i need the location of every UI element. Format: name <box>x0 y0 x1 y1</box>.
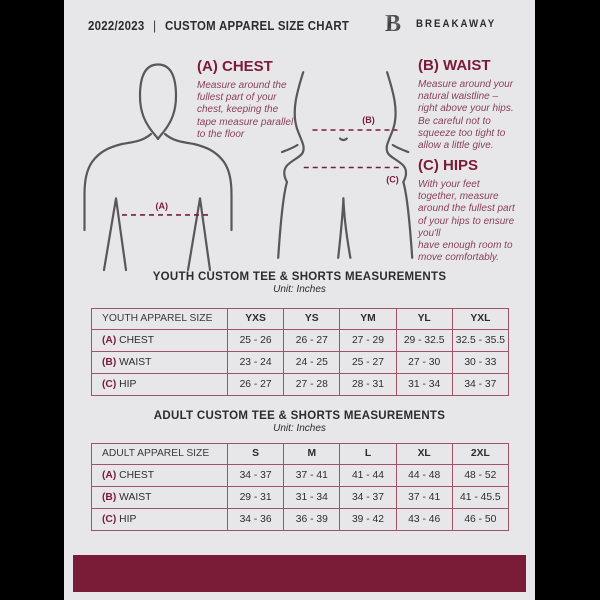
svg-text:(B): (B) <box>362 115 375 125</box>
svg-text:(C): (C) <box>386 175 399 185</box>
svg-text:(A): (A) <box>156 201 169 211</box>
